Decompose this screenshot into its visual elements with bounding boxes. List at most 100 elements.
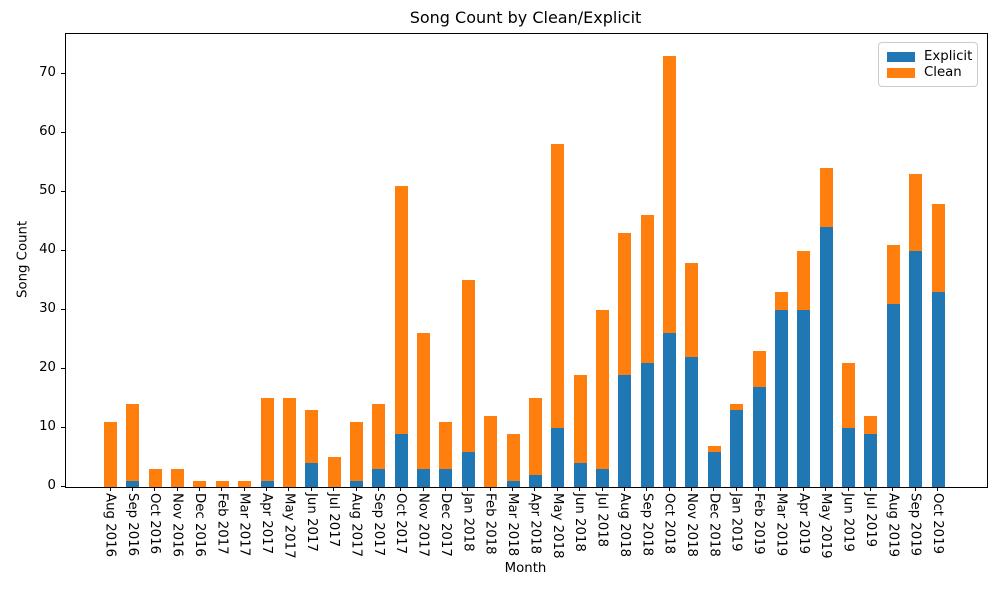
- bar-segment-clean: [886, 244, 900, 304]
- x-tick-label-oct-2017: Oct 2017: [393, 493, 409, 555]
- bar-segment-explicit: [774, 309, 788, 487]
- x-tick-label-sep-2018: Sep 2018: [639, 493, 655, 557]
- x-tick-mark: [310, 487, 312, 491]
- bar-segment-explicit: [685, 357, 699, 487]
- bar-segment-clean: [282, 398, 296, 487]
- x-tick-mark: [623, 487, 625, 491]
- x-tick-label-sep-2019: Sep 2019: [907, 493, 923, 557]
- x-tick-mark: [869, 487, 871, 491]
- bar-segment-clean: [730, 404, 744, 411]
- bar-segment-clean: [663, 55, 677, 334]
- x-tick-mark: [758, 487, 760, 491]
- x-tick-label-sep-2016: Sep 2016: [124, 493, 140, 557]
- bar-segment-explicit: [596, 469, 610, 487]
- bar-segment-explicit: [417, 469, 431, 487]
- bar-segment-clean: [417, 333, 431, 470]
- x-tick-mark: [266, 487, 268, 491]
- x-tick-label-jan-2018: Jan 2018: [460, 493, 476, 552]
- chart-title: Song Count by Clean/Explicit: [409, 8, 642, 27]
- bar-segment-clean: [126, 404, 140, 482]
- x-tick-mark: [534, 487, 536, 491]
- y-tick-mark: [61, 131, 65, 133]
- x-tick-label-may-2017: May 2017: [281, 493, 297, 559]
- bar-segment-clean: [104, 422, 117, 487]
- y-tick-mark: [61, 249, 65, 251]
- bar-segment-clean: [193, 481, 207, 487]
- bar-segment-clean: [260, 398, 274, 482]
- bar-segment-clean: [774, 292, 788, 310]
- bar-segment-explicit: [260, 481, 274, 487]
- x-tick-label-mar-2017: Mar 2017: [236, 493, 252, 557]
- x-tick-mark: [355, 487, 357, 491]
- x-tick-label-apr-2018: Apr 2018: [527, 493, 543, 555]
- x-tick-label-aug-2019: Aug 2019: [885, 493, 901, 558]
- x-tick-mark: [377, 487, 379, 491]
- bar-segment-explicit: [730, 410, 744, 487]
- y-tick-mark: [61, 486, 65, 487]
- x-tick-label-feb-2019: Feb 2019: [751, 493, 767, 555]
- bar-segment-clean: [618, 233, 632, 375]
- bar-segment-clean: [640, 215, 654, 363]
- y-tick-mark: [61, 426, 65, 428]
- bar-segment-explicit: [886, 303, 900, 487]
- x-axis-label: Month: [504, 561, 547, 576]
- x-tick-label-jun-2018: Jun 2018: [572, 493, 588, 552]
- x-tick-label-dec-2016: Dec 2016: [191, 493, 207, 557]
- bar-segment-explicit: [573, 463, 587, 487]
- x-tick-mark: [512, 487, 514, 491]
- x-tick-mark: [937, 487, 938, 491]
- bar-segment-explicit: [752, 386, 766, 487]
- x-tick-mark: [154, 487, 156, 491]
- x-tick-mark: [109, 487, 111, 491]
- bar-segment-clean: [685, 262, 699, 358]
- bar-segment-clean: [484, 416, 498, 487]
- bar-segment-explicit: [640, 362, 654, 487]
- x-tick-mark: [489, 487, 491, 491]
- x-tick-label-may-2019: May 2019: [818, 493, 834, 559]
- x-tick-label-feb-2017: Feb 2017: [214, 493, 230, 555]
- x-tick-mark: [825, 487, 827, 491]
- bar-segment-explicit: [842, 427, 856, 487]
- x-tick-label-oct-2018: Oct 2018: [661, 493, 677, 555]
- x-tick-label-jun-2019: Jun 2019: [840, 493, 856, 552]
- y-tick-label-60: 60: [39, 123, 56, 139]
- bar-segment-explicit: [931, 292, 945, 487]
- bar-segment-explicit: [909, 250, 923, 487]
- bar-segment-clean: [842, 363, 856, 428]
- bar-segment-clean: [573, 374, 587, 464]
- plot-area: [65, 33, 988, 488]
- bar-segment-clean: [439, 422, 453, 470]
- bar-segment-explicit: [394, 433, 408, 487]
- bar-segment-clean: [171, 469, 185, 487]
- x-tick-label-mar-2018: Mar 2018: [505, 493, 521, 557]
- y-tick-mark: [61, 190, 65, 192]
- bar-segment-clean: [394, 185, 408, 434]
- x-tick-label-nov-2017: Nov 2017: [415, 493, 431, 558]
- bar-segment-explicit: [797, 309, 811, 487]
- bar-segment-clean: [864, 416, 878, 434]
- legend-label-explicit: Explicit: [924, 49, 973, 64]
- x-tick-label-nov-2016: Nov 2016: [169, 493, 185, 558]
- x-tick-label-jun-2017: Jun 2017: [303, 493, 319, 552]
- bar-segment-clean: [350, 422, 363, 482]
- x-tick-mark: [467, 487, 469, 491]
- x-tick-mark: [400, 487, 402, 491]
- bar-segment-explicit: [506, 481, 520, 487]
- bar-segment-clean: [931, 203, 945, 293]
- x-tick-mark: [198, 487, 200, 491]
- x-tick-mark: [333, 487, 335, 491]
- bar-segment-clean: [909, 174, 923, 251]
- bar-segment-explicit: [618, 374, 632, 487]
- x-tick-label-sep-2017: Sep 2017: [370, 493, 386, 557]
- x-tick-mark: [892, 487, 894, 491]
- x-tick-label-oct-2016: Oct 2016: [147, 493, 163, 555]
- x-tick-mark: [735, 487, 737, 491]
- y-tick-label-50: 50: [39, 182, 56, 198]
- y-axis-ticks: 0 10 20 30 40 50 60 70: [0, 33, 56, 493]
- bar-segment-clean: [327, 457, 341, 487]
- bar-segment-explicit: [350, 481, 363, 487]
- y-tick-label-20: 20: [39, 359, 56, 375]
- bar-segment-clean: [797, 250, 811, 310]
- x-tick-label-aug-2016: Aug 2016: [102, 493, 118, 558]
